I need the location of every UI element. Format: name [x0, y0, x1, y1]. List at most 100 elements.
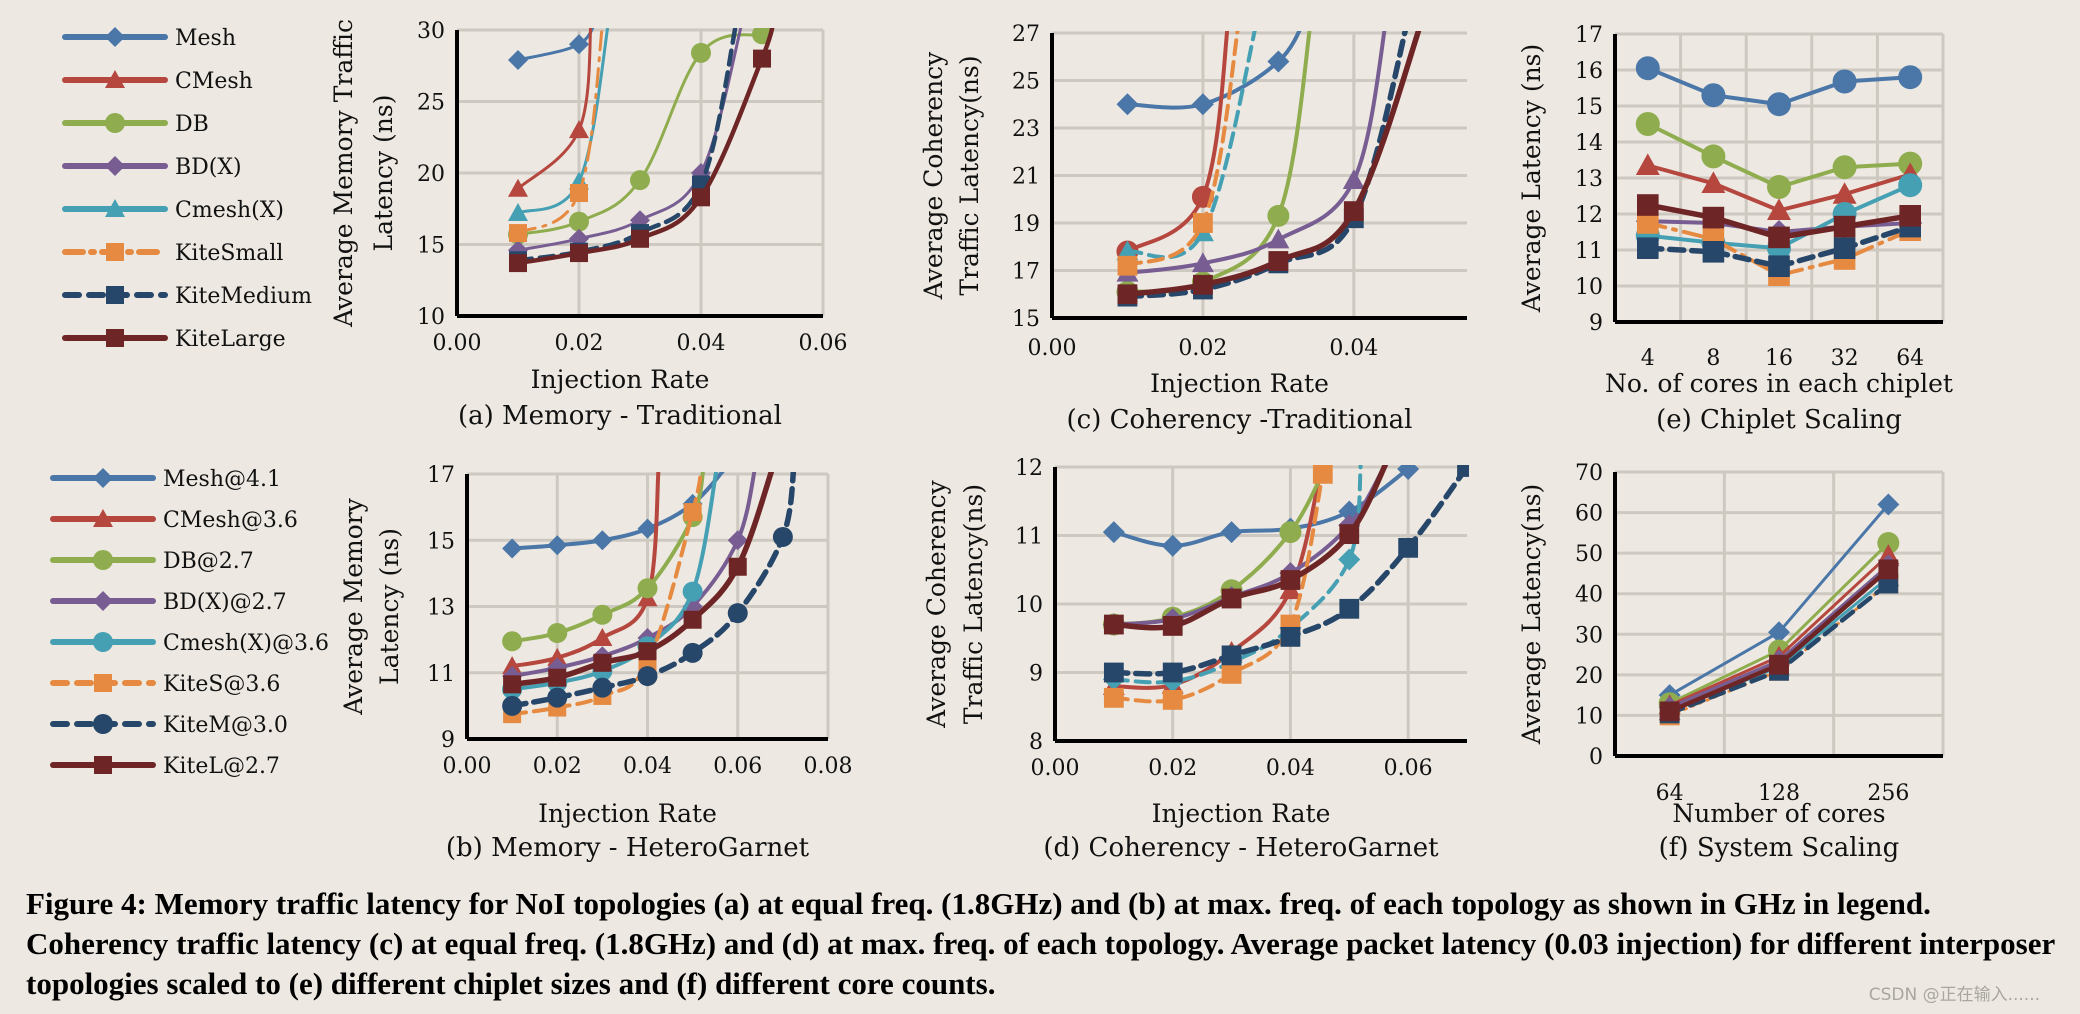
series-line-CMesh — [510, 472, 661, 669]
y-tick-label: 17 — [427, 463, 455, 488]
data-point-CMesh — [592, 627, 613, 646]
data-point-CMesh — [508, 178, 528, 197]
y-axis-title: Average Memory Traffic — [329, 19, 358, 328]
data-point-KiteS — [1637, 212, 1659, 234]
y-tick-label: 17 — [1012, 260, 1040, 285]
data-point-DB — [1279, 521, 1302, 544]
legend-marker-icon — [106, 329, 124, 347]
y-tick-label: 20 — [1575, 664, 1603, 689]
y-tick-label: 40 — [1575, 583, 1603, 608]
legend-marker-icon — [106, 243, 124, 261]
data-point-KiteL — [692, 188, 710, 207]
data-point-KiteL — [1878, 559, 1899, 580]
x-tick-label: 8 — [1706, 346, 1720, 371]
data-point-CMesh — [502, 656, 523, 675]
x-tick-label: 0.00 — [1031, 756, 1080, 781]
legend-heterogarnet: Mesh@4.1 CMesh@3.6 DB@2.7 BD(X)@2.7 Cmesh(X)… — [50, 467, 329, 779]
legend-marker-icon — [105, 199, 125, 217]
y-tick-label: 70 — [1575, 461, 1603, 486]
data-point-KiteM — [1637, 237, 1659, 259]
x-tick-label: 0.08 — [804, 754, 853, 779]
legend-label: KiteM@3.0 — [163, 713, 288, 738]
y-tick-label: 15 — [1575, 95, 1603, 120]
data-point-KiteL — [1833, 215, 1856, 238]
data-point-KiteM — [1833, 237, 1856, 259]
x-axis-title: No. of cores in each chiplet — [1605, 369, 1953, 398]
data-point-KiteL — [548, 668, 567, 687]
y-tick-label: 13 — [427, 596, 455, 621]
data-point-KiteL — [1339, 524, 1360, 545]
data-point-DB — [1877, 532, 1900, 554]
data-point-KiteS — [1103, 687, 1124, 708]
data-point-DB — [592, 604, 613, 625]
legend-label: Cmesh(X)@3.6 — [163, 631, 329, 656]
y-tick-label: 11 — [1015, 525, 1043, 550]
data-point-Mesh — [1191, 93, 1214, 116]
y-tick-label: 25 — [417, 91, 445, 116]
data-point-Mesh — [569, 34, 589, 55]
legend-traditional: Mesh CMesh DB BD(X) Cmesh(X) KiteSmall KiteMed… — [62, 26, 312, 352]
legend-label: KiteLarge — [175, 327, 286, 352]
legend-label: KiteL@2.7 — [163, 754, 280, 779]
y-tick-label: 15 — [1012, 307, 1040, 332]
data-point-KiteM — [1162, 662, 1183, 683]
y-tick-label: 21 — [1012, 165, 1040, 190]
x-tick-label: 64 — [1896, 346, 1924, 371]
x-tick-label: 32 — [1831, 346, 1859, 371]
data-point-CMesh — [1877, 544, 1900, 564]
data-point-Mesh — [1102, 521, 1125, 544]
data-point-BDX — [1342, 169, 1365, 190]
data-point-DB — [1767, 175, 1791, 199]
data-point-KiteL — [509, 254, 527, 273]
data-point-KiteM — [772, 526, 793, 547]
data-point-KiteM — [547, 687, 568, 708]
watermark: CSDN @正在输入...... — [1868, 985, 2040, 1005]
x-tick-label: 0.04 — [677, 331, 726, 356]
data-point-KiteL — [1768, 226, 1790, 249]
legend-marker-icon — [105, 113, 125, 133]
legend-label: KiteS@3.6 — [163, 672, 280, 697]
data-point-KiteL — [638, 642, 657, 661]
chart-e: 9 10 11 12 13 14 15 16 17 4 8 16 32 64 Average Latency… — [1517, 23, 1953, 435]
y-tick-label: 27 — [1012, 22, 1040, 47]
subfigure-caption: (e) Chiplet Scaling — [1656, 405, 1902, 435]
data-point-KiteL — [631, 229, 649, 248]
data-point-DB — [502, 631, 523, 652]
data-point-KiteM — [1768, 255, 1790, 277]
x-tick-label: 4 — [1641, 346, 1655, 371]
legend-label: KiteMedium — [175, 284, 312, 309]
data-point-KiteL — [1769, 654, 1789, 675]
y-tick-label: 20 — [417, 162, 445, 187]
data-point-KiteS — [509, 224, 527, 243]
series-line-Mesh — [1125, 31, 1302, 110]
x-tick-label: 0.00 — [443, 754, 492, 779]
data-point-KiteL — [1193, 274, 1213, 295]
series-line-DB — [516, 32, 764, 236]
y-tick-label: 12 — [1015, 456, 1043, 481]
legend-label: Mesh — [175, 26, 236, 51]
data-point-DB — [1635, 112, 1660, 136]
legend-label: CMesh@3.6 — [163, 508, 298, 533]
data-point-KiteL — [1221, 588, 1242, 609]
data-point-CMesh — [1635, 153, 1660, 175]
legend-marker-icon — [93, 509, 113, 527]
x-tick-label: 0.00 — [433, 331, 482, 356]
y-axis-title: Average Coherency — [922, 479, 951, 728]
data-point-DB — [569, 211, 589, 232]
data-point-CmeshX — [508, 203, 528, 222]
series-line-KiteM — [1124, 31, 1408, 300]
data-point-KiteS — [683, 503, 702, 522]
legend-label: DB@2.7 — [163, 549, 254, 574]
x-axis-title: Injection Rate — [1152, 799, 1331, 828]
y-tick-label: 50 — [1575, 542, 1603, 567]
y-tick-label: 10 — [1575, 275, 1603, 300]
data-point-CMesh — [1832, 182, 1857, 204]
legend-marker-icon — [93, 468, 113, 488]
data-point-DB — [637, 578, 658, 599]
subfigure-caption: (d) Coherency - HeteroGarnet — [1043, 833, 1439, 863]
y-axis-title: Traffic Latency(ns) — [955, 55, 984, 295]
data-point-KiteL — [1117, 284, 1138, 305]
data-point-KiteL — [1343, 201, 1364, 222]
y-axis-title: Average Latency (ns) — [1517, 44, 1546, 314]
